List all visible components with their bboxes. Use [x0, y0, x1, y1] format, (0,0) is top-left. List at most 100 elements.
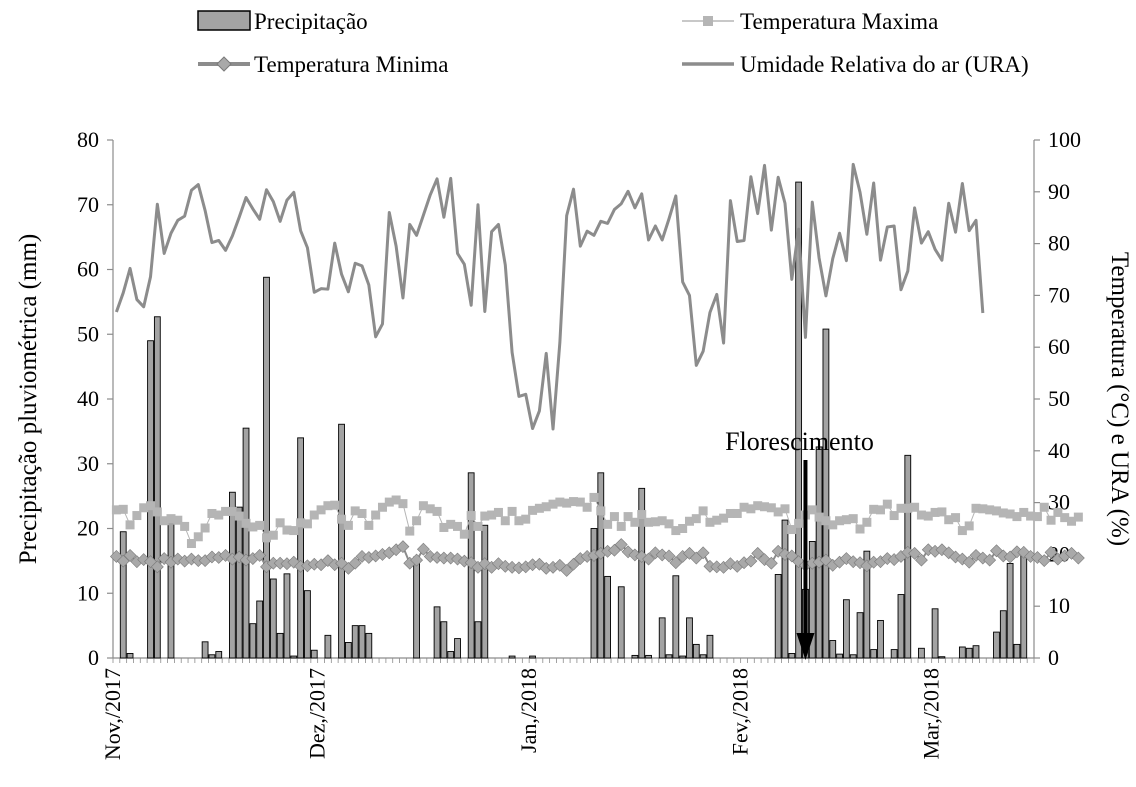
tmax-point: [562, 498, 572, 508]
month-label: Jan,/2018: [516, 668, 541, 753]
precip-bar: [324, 634, 332, 659]
left-axis-ticks: 0 10 20 30 40 50 60 70 80: [77, 127, 113, 670]
precip-bar: [290, 655, 298, 659]
tmax-point: [262, 533, 271, 543]
precip-bar: [597, 472, 605, 659]
precip-bar: [310, 649, 318, 659]
legend: Precipitação Temperatura Maxima Temperat…: [197, 9, 1029, 77]
precip-bar: [147, 340, 154, 659]
precip-bar: [993, 631, 1000, 659]
month-label: Nov,/2017: [100, 668, 125, 760]
right-axis-title: Temperatura (°C) e URA (%): [1106, 252, 1133, 546]
right-tick-label: 10: [1048, 593, 1070, 618]
tmin-point: [123, 549, 137, 562]
precip-bar: [877, 619, 884, 659]
tmax-point: [684, 516, 694, 526]
tmax-point: [357, 508, 367, 518]
right-tick-label: 70: [1048, 282, 1070, 307]
tmax-point: [753, 501, 763, 511]
tmax-point: [439, 522, 449, 532]
legend-ura-label: Umidade Relativa do ar (URA): [740, 52, 1029, 77]
tmax-point: [480, 511, 490, 521]
tmax-point: [139, 503, 149, 513]
tmax-point: [862, 517, 872, 527]
tmin-point: [1017, 545, 1031, 559]
tmax-point: [944, 515, 954, 525]
tmax-point: [896, 503, 906, 513]
precip-bar: [454, 638, 461, 659]
precip-bar: [215, 651, 223, 659]
flowering-annotation: Florescimento: [725, 427, 874, 660]
tmax-point: [173, 515, 183, 525]
precip-bar: [631, 654, 639, 659]
left-tick-label: 80: [77, 127, 99, 152]
precip-bar: [815, 446, 823, 659]
tmax-point: [234, 511, 244, 521]
legend-precip-swatch: [197, 10, 251, 31]
tmax-point: [616, 521, 626, 531]
right-axis-ticks: 0102030405060708090100: [1034, 127, 1081, 670]
precip-bar: [440, 621, 448, 659]
tmin-point: [416, 542, 430, 556]
tmax-point: [569, 497, 578, 507]
tmax-point: [296, 518, 306, 528]
tmax-point: [609, 512, 619, 522]
tmax-point: [166, 514, 176, 524]
tmin-point: [744, 554, 758, 568]
precip-bar: [938, 656, 946, 659]
tmax-point: [159, 516, 169, 526]
tmax-point: [705, 517, 715, 527]
x-axis-day-ticks: [112, 658, 1035, 663]
tmax-point: [289, 526, 299, 536]
right-tick-label: 40: [1048, 438, 1070, 463]
precip-bar: [863, 550, 871, 659]
tmax-point: [1046, 515, 1056, 525]
tmax-point: [418, 501, 428, 511]
precip-bar: [1020, 553, 1028, 659]
precip-bar: [822, 328, 830, 659]
x-axis-month-labels: Nov,/2017 Dez,/2017 Jan,/2018 Fev,/2018 Mar,…: [100, 668, 944, 760]
precipitation-bars: [119, 181, 1028, 659]
tmax-point: [725, 508, 735, 518]
tmax-point: [589, 492, 599, 502]
tmax-point: [241, 518, 251, 528]
tmin-point: [1071, 551, 1085, 565]
tmax-point: [889, 511, 899, 521]
tmax-point: [882, 499, 892, 509]
tmax-point: [514, 516, 524, 526]
legend-tmin-label: Temperatura Minima: [254, 52, 448, 77]
precip-bar: [153, 316, 161, 659]
tmax-point: [991, 506, 1001, 516]
precip-bar: [679, 655, 687, 659]
tmax-point: [432, 506, 442, 516]
tmin-point: [410, 553, 424, 567]
tmax-point: [541, 502, 551, 512]
tmax-point: [309, 510, 319, 520]
annotation-label: Florescimento: [725, 427, 874, 456]
tmax-point: [371, 510, 381, 520]
tmax-point: [534, 503, 544, 513]
precip-bar: [358, 625, 366, 659]
tmax-point: [323, 501, 333, 511]
tmax-point: [405, 526, 415, 536]
precip-bar: [672, 575, 680, 659]
tmax-point: [398, 499, 408, 509]
legend-precip-label: Precipitação: [254, 9, 368, 34]
left-tick-label: 20: [77, 516, 99, 541]
tmax-point: [337, 514, 347, 524]
right-tick-label: 90: [1048, 179, 1070, 204]
precip-bar: [167, 518, 175, 659]
tmax-point: [528, 505, 538, 515]
tmax-point: [255, 520, 265, 530]
tmax-point: [937, 507, 947, 517]
tmax-point: [971, 503, 981, 513]
precip-bar: [999, 610, 1007, 659]
tmax-point: [364, 520, 374, 530]
tmax-point: [746, 504, 756, 514]
tmax-point: [214, 510, 224, 520]
precip-bar: [433, 606, 441, 659]
tmax-point: [466, 511, 476, 521]
tmax-point: [125, 520, 135, 530]
ura-series: [114, 162, 985, 431]
